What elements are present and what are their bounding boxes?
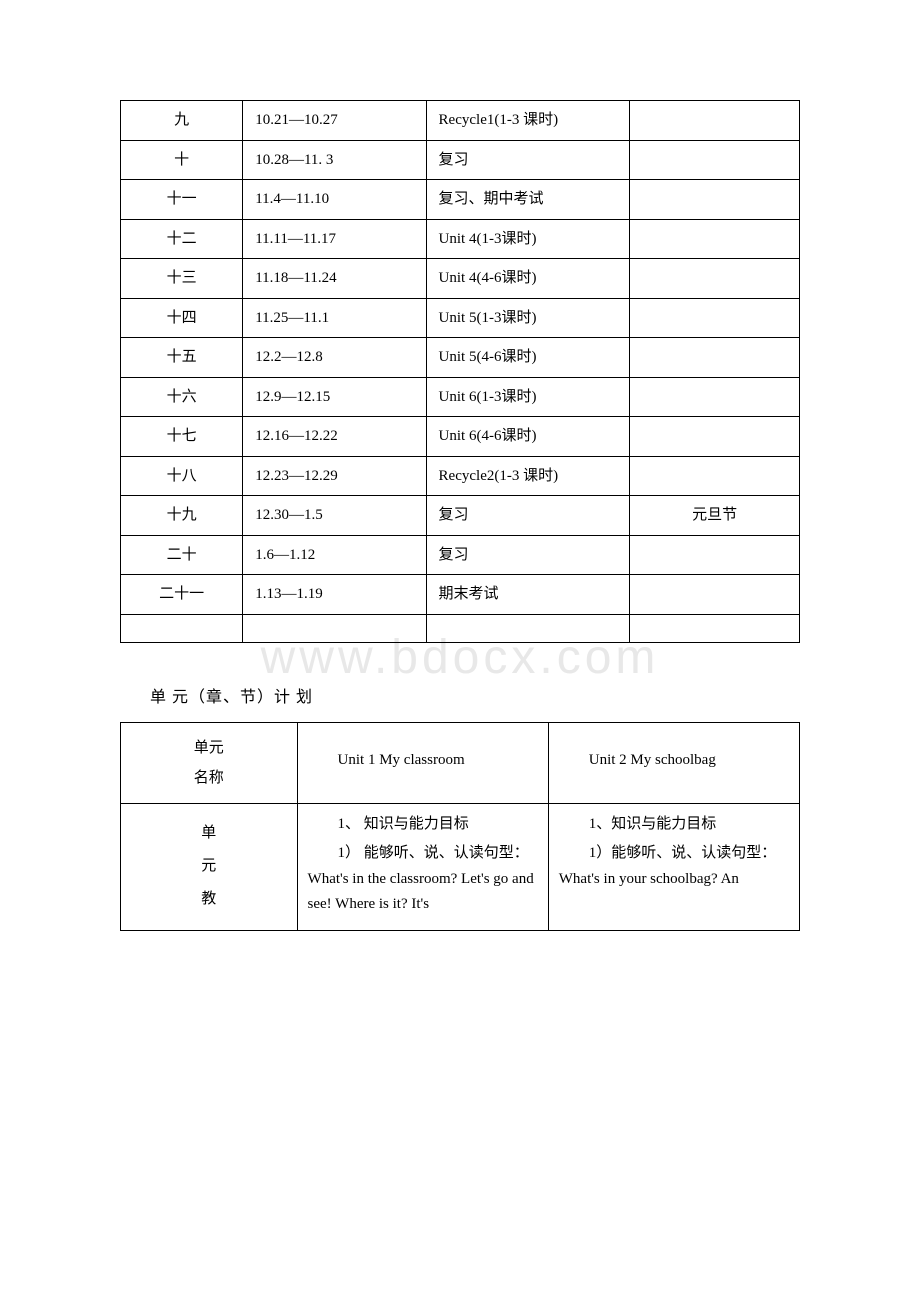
table-row: 十七 12.16—12.22 Unit 6(4-6课时) <box>121 417 800 457</box>
week-cell: 十八 <box>121 456 243 496</box>
table-row: 十三 11.18—11.24 Unit 4(4-6课时) <box>121 259 800 299</box>
table-row: 十二 11.11—11.17 Unit 4(1-3课时) <box>121 219 800 259</box>
content-cell: Unit 5(1-3课时) <box>426 298 630 338</box>
note-cell <box>630 338 800 378</box>
note-cell <box>630 180 800 220</box>
date-cell: 12.23—12.29 <box>243 456 426 496</box>
date-cell: 12.2—12.8 <box>243 338 426 378</box>
note-cell <box>630 140 800 180</box>
week-cell: 十六 <box>121 377 243 417</box>
unit-name-label: 单元名称 <box>121 722 298 803</box>
date-cell: 12.16—12.22 <box>243 417 426 457</box>
note-cell <box>630 456 800 496</box>
content-cell: Unit 6(1-3课时) <box>426 377 630 417</box>
date-cell: 12.30—1.5 <box>243 496 426 536</box>
table-row: 二十一 1.13—1.19 期末考试 <box>121 575 800 615</box>
note-cell <box>630 259 800 299</box>
table-row: 十六 12.9—12.15 Unit 6(1-3课时) <box>121 377 800 417</box>
week-cell: 二十一 <box>121 575 243 615</box>
content-cell <box>426 614 630 642</box>
week-cell <box>121 614 243 642</box>
section-title: 单 元（章、节）计 划 <box>150 683 800 707</box>
date-cell: 11.25—11.1 <box>243 298 426 338</box>
unit1-content: 1、 知识与能力目标1） 能够听、说、认读句型：What's in the cl… <box>297 803 548 930</box>
week-cell: 十一 <box>121 180 243 220</box>
date-cell: 1.6—1.12 <box>243 535 426 575</box>
content-cell: Unit 6(4-6课时) <box>426 417 630 457</box>
unit-objective-label: 单元教 <box>121 803 298 930</box>
table-row: 九 10.21—10.27 Recycle1(1-3 课时) <box>121 101 800 141</box>
table-row: 十一 11.4—11.10 复习、期中考试 <box>121 180 800 220</box>
date-cell: 11.4—11.10 <box>243 180 426 220</box>
date-cell: 1.13—1.19 <box>243 575 426 615</box>
table-row: 单元教 1、 知识与能力目标1） 能够听、说、认读句型：What's in th… <box>121 803 800 930</box>
note-cell <box>630 377 800 417</box>
week-cell: 十三 <box>121 259 243 299</box>
week-cell: 十二 <box>121 219 243 259</box>
week-cell: 十 <box>121 140 243 180</box>
content-cell: 复习 <box>426 140 630 180</box>
week-cell: 十五 <box>121 338 243 378</box>
unit2-content: 1、知识与能力目标1）能够听、说、认读句型：What's in your sch… <box>548 803 799 930</box>
content-cell: 期末考试 <box>426 575 630 615</box>
week-cell: 十四 <box>121 298 243 338</box>
table-row: 单元名称 Unit 1 My classroom Unit 2 My schoo… <box>121 722 800 803</box>
unit2-name: Unit 2 My schoolbag <box>548 722 799 803</box>
table-row: 十八 12.23—12.29 Recycle2(1-3 课时) <box>121 456 800 496</box>
week-cell: 十七 <box>121 417 243 457</box>
unit-plan-table: 单元名称 Unit 1 My classroom Unit 2 My schoo… <box>120 722 800 931</box>
table-row: 二十 1.6—1.12 复习 <box>121 535 800 575</box>
date-cell <box>243 614 426 642</box>
table-row <box>121 614 800 642</box>
content-cell: 复习 <box>426 496 630 536</box>
note-cell <box>630 219 800 259</box>
week-cell: 十九 <box>121 496 243 536</box>
content-cell: Unit 4(4-6课时) <box>426 259 630 299</box>
table-row: 十九 12.30—1.5 复习 元旦节 <box>121 496 800 536</box>
content-cell: 复习、期中考试 <box>426 180 630 220</box>
note-cell <box>630 614 800 642</box>
content-cell: Unit 4(1-3课时) <box>426 219 630 259</box>
table-row: 十四 11.25—11.1 Unit 5(1-3课时) <box>121 298 800 338</box>
date-cell: 10.21—10.27 <box>243 101 426 141</box>
note-cell <box>630 417 800 457</box>
unit1-name: Unit 1 My classroom <box>297 722 548 803</box>
week-cell: 二十 <box>121 535 243 575</box>
table-row: 十五 12.2—12.8 Unit 5(4-6课时) <box>121 338 800 378</box>
date-cell: 10.28—11. 3 <box>243 140 426 180</box>
note-cell <box>630 298 800 338</box>
date-cell: 11.18—11.24 <box>243 259 426 299</box>
content-cell: 复习 <box>426 535 630 575</box>
week-cell: 九 <box>121 101 243 141</box>
content-cell: Unit 5(4-6课时) <box>426 338 630 378</box>
schedule-table: 九 10.21—10.27 Recycle1(1-3 课时) 十 10.28—1… <box>120 100 800 643</box>
content-cell: Recycle1(1-3 课时) <box>426 101 630 141</box>
table-row: 十 10.28—11. 3 复习 <box>121 140 800 180</box>
note-cell: 元旦节 <box>630 496 800 536</box>
date-cell: 12.9—12.15 <box>243 377 426 417</box>
note-cell <box>630 575 800 615</box>
date-cell: 11.11—11.17 <box>243 219 426 259</box>
content-cell: Recycle2(1-3 课时) <box>426 456 630 496</box>
note-cell <box>630 535 800 575</box>
note-cell <box>630 101 800 141</box>
